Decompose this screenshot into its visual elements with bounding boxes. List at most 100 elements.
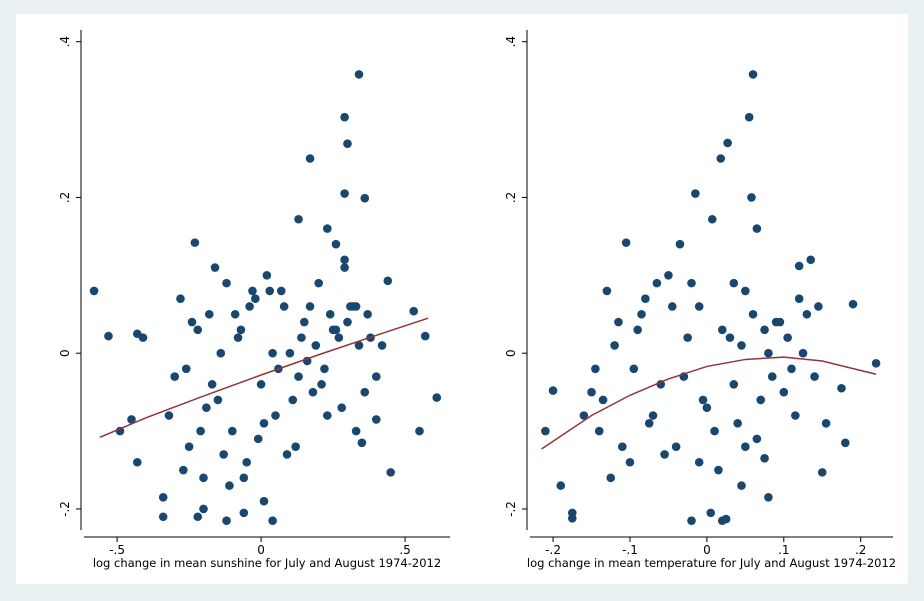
- point: [320, 364, 329, 374]
- point: [357, 438, 367, 448]
- point: [207, 380, 217, 389]
- point: [837, 383, 846, 393]
- point: [783, 333, 792, 342]
- x-tick-label: .1: [778, 543, 789, 557]
- point: [132, 457, 142, 467]
- point: [548, 386, 558, 395]
- point: [791, 411, 800, 420]
- point: [340, 189, 349, 198]
- point: [127, 415, 136, 424]
- point: [629, 364, 639, 374]
- point: [251, 294, 260, 303]
- point: [354, 341, 364, 350]
- point: [204, 309, 214, 319]
- point: [602, 286, 612, 296]
- point: [737, 481, 746, 490]
- point: [656, 380, 666, 389]
- point: [775, 317, 785, 327]
- point: [691, 189, 700, 198]
- point: [104, 331, 113, 341]
- point: [219, 450, 228, 459]
- point: [225, 481, 234, 490]
- point: [717, 325, 727, 335]
- point: [707, 214, 717, 224]
- point: [343, 139, 352, 149]
- point: [694, 457, 704, 467]
- point: [317, 380, 326, 389]
- point: [288, 395, 298, 405]
- point: [752, 434, 762, 444]
- point: [386, 468, 395, 477]
- point: [798, 348, 808, 358]
- point: [282, 450, 292, 459]
- point: [216, 348, 226, 358]
- point: [193, 512, 203, 522]
- point: [637, 309, 646, 319]
- point: [340, 255, 349, 265]
- point: [741, 286, 750, 296]
- point: [265, 286, 275, 296]
- point: [767, 372, 777, 381]
- point: [181, 364, 191, 374]
- point: [729, 278, 739, 288]
- point: [802, 309, 812, 319]
- y-tick-label: 0: [504, 349, 518, 357]
- point: [409, 306, 419, 316]
- point: [170, 372, 180, 381]
- x-axis-title: log change in mean sunshine for July and…: [93, 556, 441, 570]
- y-tick-label: -.2: [58, 501, 72, 517]
- x-tick-label: 0: [257, 543, 265, 557]
- point: [764, 348, 773, 358]
- point: [794, 261, 804, 271]
- point: [245, 302, 254, 311]
- point: [187, 317, 197, 327]
- point: [610, 341, 619, 350]
- point: [698, 395, 708, 405]
- point: [683, 333, 692, 342]
- point: [591, 364, 600, 374]
- point: [158, 512, 168, 522]
- point: [723, 138, 732, 148]
- point: [340, 112, 349, 122]
- point: [314, 278, 323, 288]
- point: [337, 403, 347, 413]
- point: [594, 426, 604, 436]
- point: [729, 380, 739, 389]
- point: [737, 341, 746, 350]
- fit-line: [541, 356, 877, 450]
- x-tick-label: -.5: [109, 543, 125, 557]
- point: [706, 508, 716, 518]
- point: [710, 426, 719, 436]
- point: [294, 372, 303, 381]
- point: [687, 278, 696, 288]
- point: [271, 411, 280, 420]
- point: [714, 465, 723, 475]
- point: [348, 302, 358, 311]
- point: [667, 302, 677, 311]
- point: [176, 294, 185, 303]
- point: [291, 442, 300, 451]
- point: [744, 112, 754, 122]
- point: [262, 271, 272, 280]
- point: [841, 438, 850, 448]
- point: [779, 387, 789, 397]
- point: [556, 481, 566, 490]
- point: [794, 294, 804, 303]
- point: [748, 70, 758, 79]
- point: [196, 426, 205, 436]
- x-tick-label: .2: [855, 543, 866, 557]
- point: [787, 364, 796, 374]
- point: [694, 302, 704, 311]
- point: [733, 419, 742, 428]
- point: [297, 333, 306, 342]
- point: [641, 294, 650, 303]
- point: [752, 224, 762, 233]
- point: [276, 286, 286, 296]
- point: [222, 278, 231, 288]
- x-tick-label: 0: [703, 543, 711, 557]
- point: [741, 442, 750, 451]
- point: [230, 309, 240, 319]
- point: [587, 387, 596, 397]
